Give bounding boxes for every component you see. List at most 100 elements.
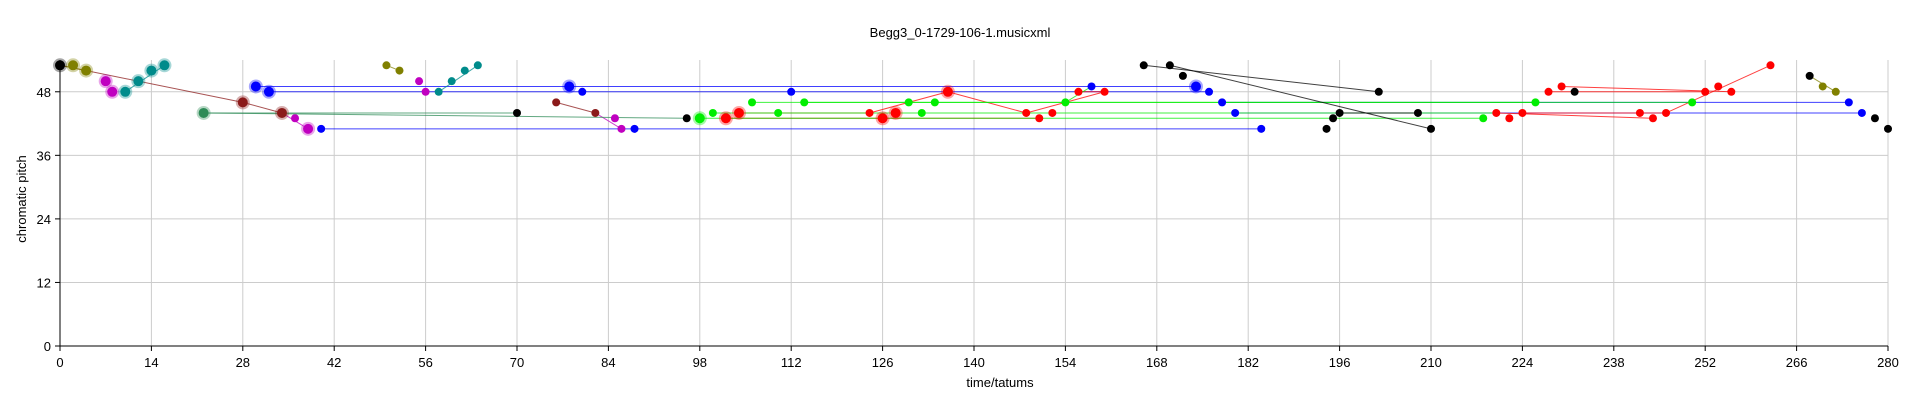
data-point	[720, 113, 731, 124]
data-point	[382, 61, 391, 70]
data-point	[774, 108, 783, 117]
series-connector-line	[242, 101, 283, 114]
data-point	[1329, 114, 1338, 123]
data-point	[610, 114, 619, 123]
data-point	[1257, 124, 1266, 133]
data-point	[237, 97, 248, 108]
data-point	[682, 114, 691, 123]
data-point	[1831, 87, 1840, 96]
data-point	[1531, 98, 1540, 107]
data-point	[55, 60, 65, 71]
data-point	[1061, 98, 1070, 107]
series-connector-line	[1169, 64, 1432, 130]
data-point	[1205, 87, 1214, 96]
y-tick-label: 48	[37, 85, 51, 100]
data-point	[1218, 98, 1227, 107]
y-tick-label: 0	[44, 339, 51, 354]
data-point	[415, 77, 424, 86]
data-point	[1165, 61, 1174, 70]
data-point	[591, 108, 600, 117]
x-tick-label: 42	[327, 355, 341, 370]
x-tick-label: 168	[1146, 355, 1168, 370]
y-tick-label: 24	[37, 212, 51, 227]
grid	[59, 60, 1889, 347]
data-point	[107, 86, 118, 97]
data-point	[81, 65, 92, 76]
x-tick-label: 238	[1603, 355, 1625, 370]
series-connector-line	[438, 64, 479, 93]
chart-title: Begg3_0-1729-106-1.musicxml	[870, 25, 1051, 40]
series-connector-line	[1143, 64, 1379, 93]
data-point	[1479, 114, 1488, 123]
x-tick-label: 14	[144, 355, 158, 370]
data-point	[460, 66, 469, 75]
data-point	[303, 123, 314, 134]
data-point	[1022, 108, 1031, 117]
series-connector-line	[556, 101, 596, 114]
y-tick-label: 12	[37, 275, 51, 290]
data-point	[447, 77, 456, 86]
data-point	[617, 124, 626, 133]
data-point	[291, 114, 300, 123]
data-point	[421, 87, 430, 96]
x-tick-label: 70	[510, 355, 524, 370]
data-point	[317, 124, 326, 133]
data-point	[694, 113, 705, 124]
x-tick-label: 210	[1420, 355, 1442, 370]
series-connector-line	[125, 64, 165, 93]
data-point	[1427, 124, 1435, 133]
data-points	[53, 58, 1892, 136]
y-tick-label: 36	[37, 148, 51, 163]
data-point	[787, 87, 796, 96]
data-point	[1035, 114, 1044, 123]
x-tick-label: 280	[1877, 355, 1899, 370]
x-tick-label: 0	[56, 355, 63, 370]
data-point	[733, 107, 744, 118]
x-tick-label: 56	[418, 355, 432, 370]
data-point	[865, 108, 874, 117]
x-tick-label: 28	[236, 355, 250, 370]
data-point	[133, 76, 144, 87]
data-point	[1714, 82, 1723, 91]
data-point	[1139, 61, 1148, 70]
data-point	[748, 98, 757, 107]
data-point	[1766, 61, 1775, 70]
data-point	[1570, 87, 1579, 96]
data-point	[917, 108, 926, 117]
data-point	[198, 107, 209, 118]
data-point	[904, 98, 913, 107]
data-point	[100, 76, 111, 87]
x-tick-label: 196	[1329, 355, 1351, 370]
data-point	[552, 98, 561, 107]
data-point	[513, 108, 521, 117]
x-tick-label: 84	[601, 355, 615, 370]
data-point	[578, 87, 587, 96]
data-point	[1190, 81, 1201, 92]
data-point	[1322, 124, 1331, 133]
data-point	[1870, 114, 1879, 123]
data-point	[395, 66, 404, 75]
data-point	[159, 60, 170, 71]
x-tick-label: 112	[781, 355, 802, 370]
y-axis-title: chromatic pitch	[14, 155, 29, 242]
axes: 0 14 28 42 56 70 84 98 112 126 140 154 168 182 196 210 2…	[37, 60, 1899, 370]
data-point	[473, 61, 482, 70]
data-point	[890, 107, 901, 118]
data-point	[146, 65, 157, 76]
data-point	[564, 81, 575, 92]
data-point	[1884, 124, 1892, 133]
data-point	[1648, 114, 1657, 123]
data-point	[250, 81, 261, 92]
data-point	[120, 86, 131, 97]
data-point	[1557, 82, 1566, 91]
data-point	[1492, 108, 1501, 117]
x-tick-label: 98	[693, 355, 707, 370]
data-point	[1178, 71, 1187, 80]
data-point	[1335, 108, 1344, 117]
data-point	[930, 98, 939, 107]
data-point	[1844, 98, 1853, 107]
x-tick-label: 266	[1786, 355, 1808, 370]
connector-lines	[59, 64, 1862, 130]
